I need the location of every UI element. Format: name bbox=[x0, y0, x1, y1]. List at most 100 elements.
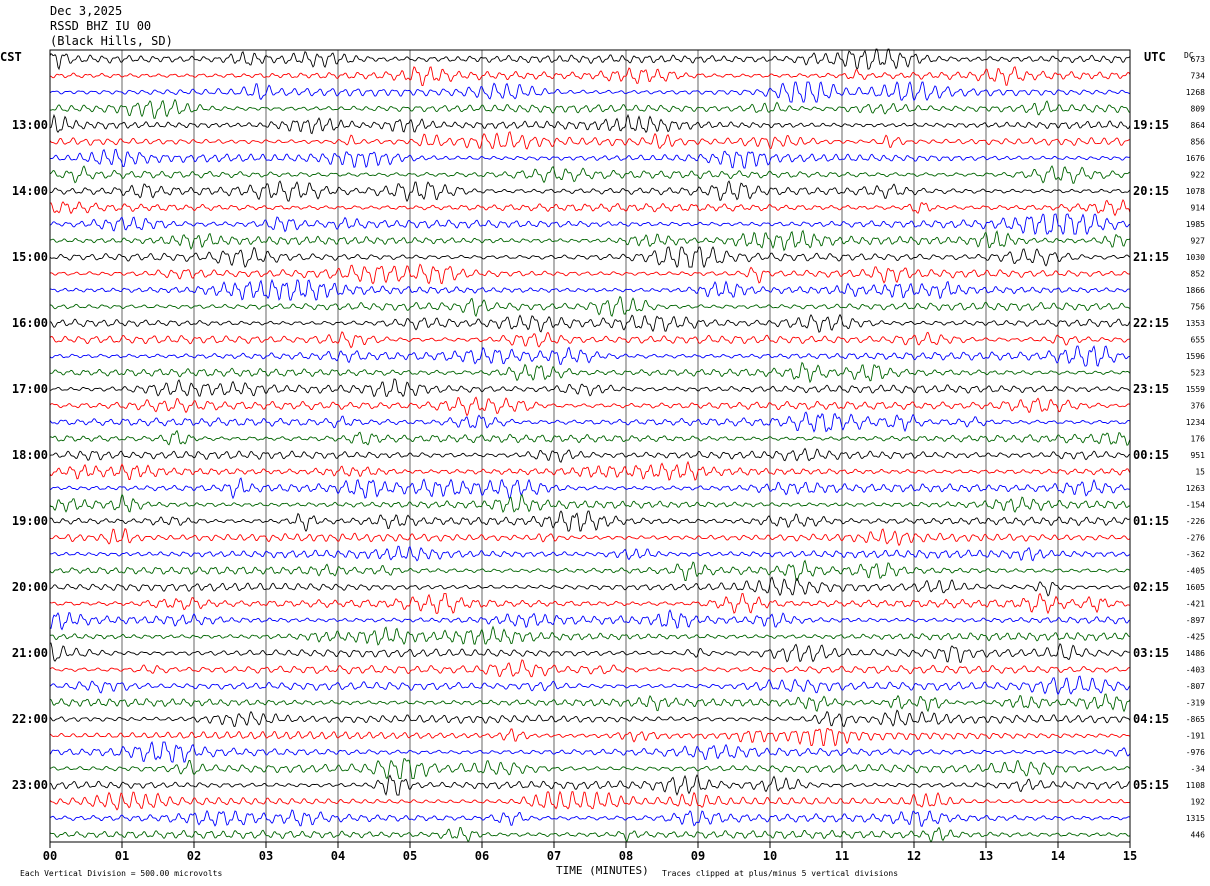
dc-offset-label: 856 bbox=[1191, 138, 1206, 147]
location-label: (Black Hills, SD) bbox=[50, 34, 173, 48]
utc-hour-label: 05:15 bbox=[1133, 778, 1169, 792]
dc-offset-label: -276 bbox=[1186, 534, 1205, 543]
dc-offset-label: 1315 bbox=[1186, 814, 1205, 823]
seismic-trace bbox=[49, 66, 1131, 87]
cst-hour-label: 13:00 bbox=[12, 118, 48, 132]
seismic-trace bbox=[49, 493, 1131, 513]
seismic-trace bbox=[49, 278, 1131, 301]
dc-offset-label: 446 bbox=[1191, 831, 1206, 840]
seismic-trace bbox=[49, 758, 1131, 780]
seismic-trace bbox=[49, 545, 1131, 562]
dc-offset-labels: 673 734 1268 809 864 856 1676 922 1078 914 1985 927… bbox=[1186, 55, 1205, 840]
seismic-trace bbox=[49, 826, 1131, 843]
scale-note: Each Vertical Division = 500.00 microvol… bbox=[20, 869, 222, 878]
minute-grid bbox=[49, 50, 1131, 842]
clip-note: Traces clipped at plus/minus 5 vertical … bbox=[662, 869, 898, 878]
utc-hour-labels: 19:15 20:15 21:15 22:15 23:15 00:15 01:15 02:15… bbox=[1133, 118, 1169, 792]
x-tick-label: 02 bbox=[187, 849, 201, 863]
seismic-trace bbox=[49, 559, 1131, 582]
x-tick-label: 04 bbox=[331, 849, 345, 863]
cst-hour-label: 23:00 bbox=[12, 778, 48, 792]
seismic-trace bbox=[50, 642, 1130, 663]
dc-offset-label: 1486 bbox=[1186, 649, 1205, 658]
seismic-trace bbox=[49, 263, 1131, 285]
seismic-trace bbox=[49, 213, 1131, 236]
x-tick-label: 00 bbox=[43, 849, 57, 863]
left-timezone: CST bbox=[0, 50, 22, 64]
dc-offset-label: 15 bbox=[1195, 468, 1205, 477]
seismic-trace bbox=[49, 396, 1131, 417]
seismic-trace bbox=[49, 740, 1131, 763]
seismic-trace bbox=[49, 709, 1131, 728]
dc-offset-label: -191 bbox=[1186, 732, 1205, 741]
x-tick-label: 11 bbox=[835, 849, 849, 863]
dc-offset-label: -403 bbox=[1186, 666, 1205, 675]
seismic-trace bbox=[49, 609, 1131, 631]
dc-offset-label: 523 bbox=[1191, 369, 1206, 378]
dc-offset-label: -154 bbox=[1186, 501, 1205, 510]
dc-offset-label: 734 bbox=[1191, 72, 1206, 81]
utc-hour-label: 03:15 bbox=[1133, 646, 1169, 660]
cst-hour-label: 22:00 bbox=[12, 712, 48, 726]
dc-offset-label: 756 bbox=[1191, 303, 1206, 312]
x-tick-label: 07 bbox=[547, 849, 561, 863]
utc-hour-label: 19:15 bbox=[1133, 118, 1169, 132]
seismic-trace bbox=[49, 592, 1131, 615]
x-tick-label: 08 bbox=[619, 849, 633, 863]
seismic-trace bbox=[49, 246, 1131, 269]
seismic-trace bbox=[49, 48, 1131, 71]
dc-offset-label: 1234 bbox=[1186, 418, 1205, 427]
seismic-trace bbox=[49, 180, 1131, 203]
x-tick-label: 03 bbox=[259, 849, 273, 863]
x-tick-label: 05 bbox=[403, 849, 417, 863]
dc-offset-label: -405 bbox=[1186, 567, 1205, 576]
dc-offset-label: 927 bbox=[1191, 237, 1206, 246]
seismic-trace bbox=[49, 528, 1131, 547]
dc-offset-label: -421 bbox=[1186, 600, 1205, 609]
x-axis: 00 01 02 03 04 05 06 07 08 09 10 11 12 13 14 15 bbox=[43, 842, 1137, 863]
cst-hour-label: 21:00 bbox=[12, 646, 48, 660]
seismic-trace bbox=[49, 693, 1131, 713]
dc-offset-label: 914 bbox=[1191, 204, 1206, 213]
seismic-trace bbox=[49, 345, 1130, 367]
utc-hour-label: 04:15 bbox=[1133, 712, 1169, 726]
utc-hour-label: 22:15 bbox=[1133, 316, 1169, 330]
seismic-trace bbox=[49, 378, 1131, 398]
seismic-trace bbox=[49, 148, 1131, 169]
dc-offset-label: 1596 bbox=[1186, 352, 1205, 361]
seismic-trace bbox=[49, 809, 1131, 828]
seismic-trace bbox=[49, 361, 1131, 384]
seismic-trace bbox=[49, 98, 1131, 119]
station-label: RSSD BHZ IU 00 bbox=[50, 19, 152, 33]
dc-offset-label: 1108 bbox=[1186, 781, 1205, 790]
seismic-trace bbox=[49, 477, 1131, 500]
seismic-trace bbox=[49, 429, 1131, 446]
dc-offset-label: -362 bbox=[1186, 550, 1205, 559]
right-timezone: UTC bbox=[1144, 50, 1166, 64]
seismic-trace bbox=[49, 576, 1131, 597]
x-tick-label: 14 bbox=[1051, 849, 1065, 863]
dc-offset-label: -226 bbox=[1186, 517, 1205, 526]
seismic-trace bbox=[49, 675, 1131, 696]
dc-offset-label: 655 bbox=[1191, 336, 1206, 345]
seismic-trace bbox=[49, 411, 1131, 433]
seismic-trace bbox=[49, 447, 1131, 463]
seismic-trace bbox=[49, 625, 1130, 646]
seismic-trace bbox=[49, 510, 1131, 532]
seismic-trace bbox=[49, 81, 1131, 103]
dc-offset-label: 376 bbox=[1191, 402, 1206, 411]
seismic-trace bbox=[50, 229, 1131, 252]
dc-offset-label: 1030 bbox=[1186, 253, 1205, 262]
x-tick-label: 01 bbox=[115, 849, 129, 863]
seismic-trace bbox=[49, 313, 1131, 333]
dc-offset-label: 1263 bbox=[1186, 484, 1205, 493]
dc-offset-label: 852 bbox=[1191, 270, 1206, 279]
x-tick-label: 13 bbox=[979, 849, 993, 863]
dc-offset-label: 864 bbox=[1191, 121, 1206, 130]
dc-offset-label: 809 bbox=[1191, 105, 1206, 114]
dc-header: DC bbox=[1184, 51, 1194, 60]
dc-offset-label: 1866 bbox=[1186, 286, 1205, 295]
seismic-trace bbox=[49, 331, 1131, 349]
dc-offset-label: 951 bbox=[1191, 451, 1206, 460]
seismic-traces bbox=[49, 48, 1131, 843]
